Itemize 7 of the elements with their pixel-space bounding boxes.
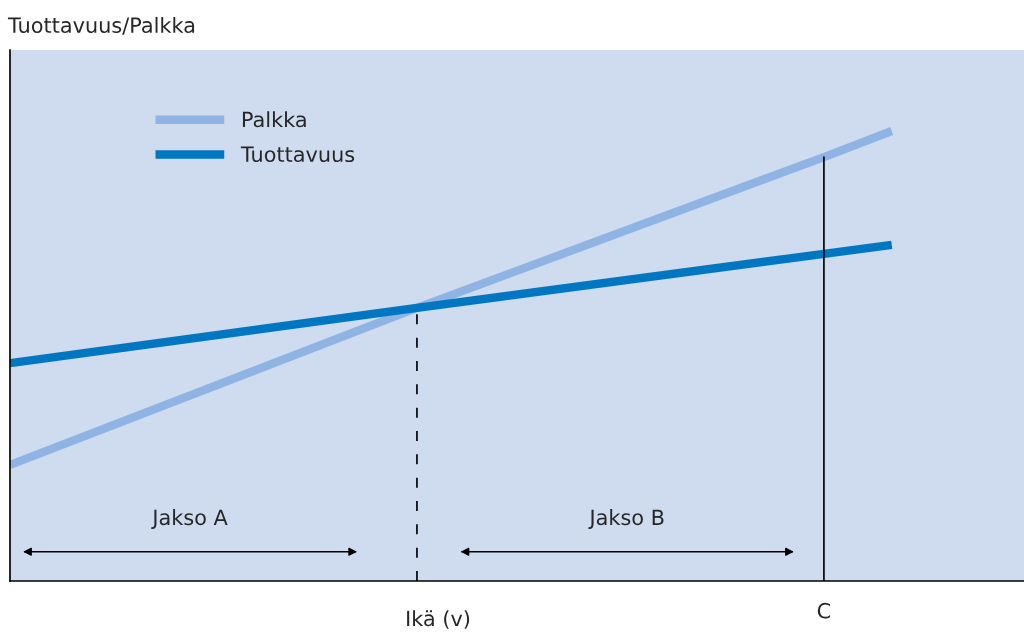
x-axis-title: Ikä (v): [407, 610, 470, 629]
text: C: [817, 602, 831, 619]
y-axis-title: Tuottavuus/Palkka: [7, 16, 195, 35]
annotation: Jakso A: [151, 509, 228, 530]
legend-label: Palkka: [242, 111, 306, 128]
legend-label: Tuottavuus: [240, 146, 355, 163]
annotation: Jakso B: [588, 509, 664, 530]
